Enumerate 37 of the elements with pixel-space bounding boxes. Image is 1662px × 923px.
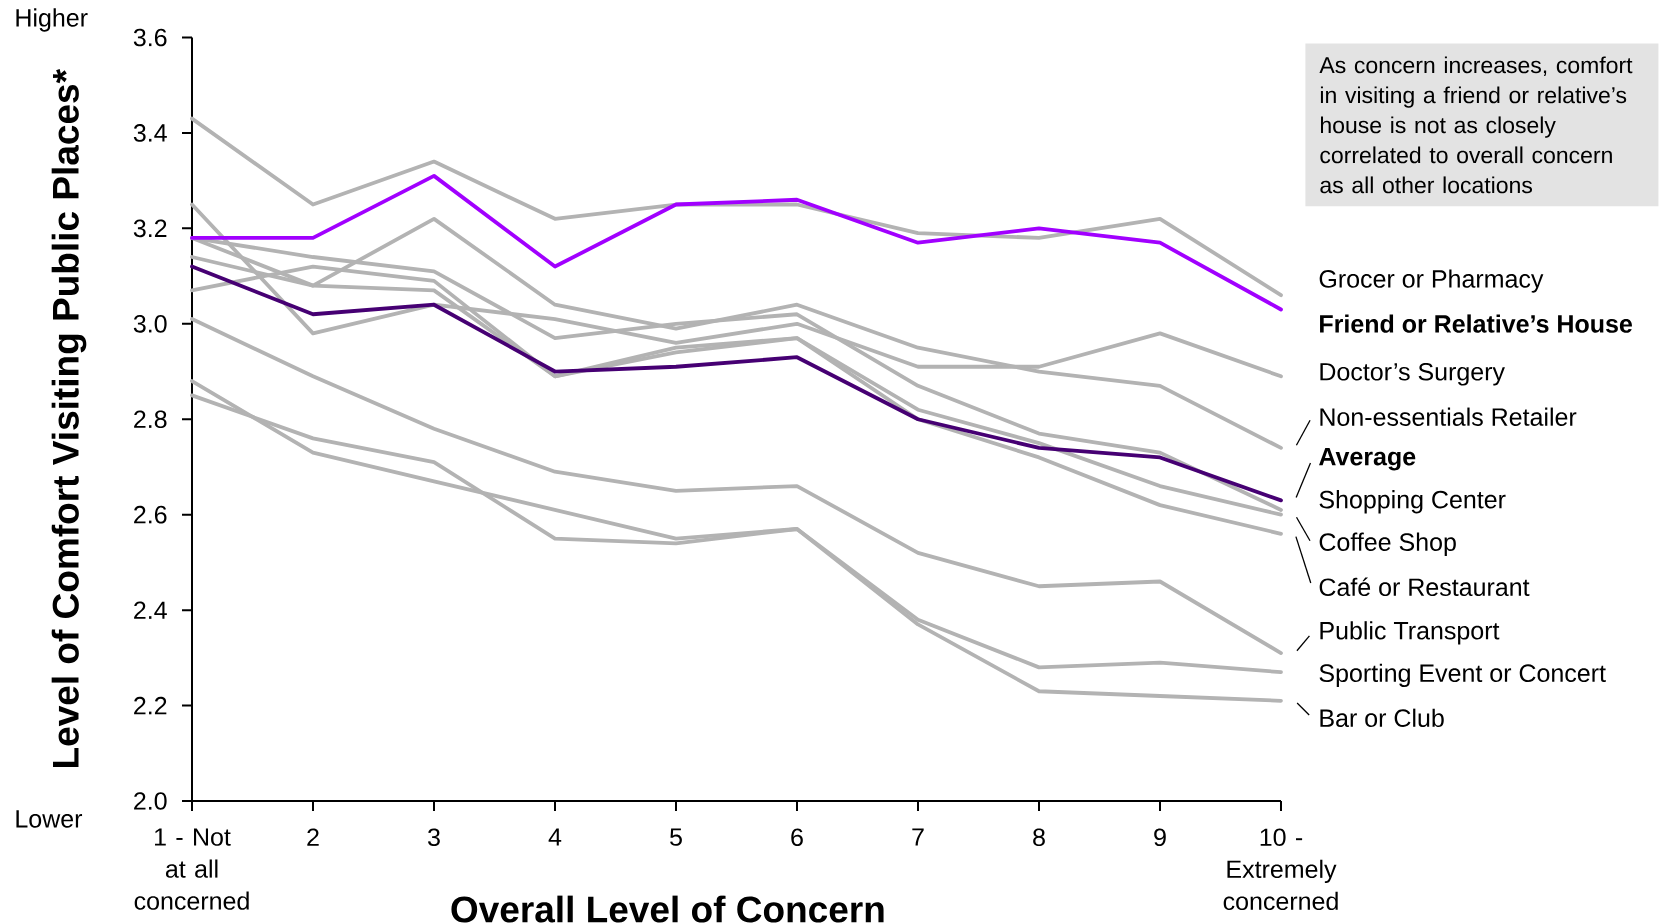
series-label: Grocer or Pharmacy: [1319, 269, 1544, 293]
series-label: Bar or Club: [1320, 708, 1444, 728]
x-tick-label: 10 - Extremely concerned: [1223, 828, 1338, 911]
text: Lower: [16, 810, 83, 828]
x-tick-label: 3: [427, 828, 440, 847]
text: Higher: [16, 8, 88, 32]
x-axis-title: Overall Level of Concern: [451, 895, 884, 923]
series-label: Public Transport: [1320, 621, 1500, 645]
series-label: Non-essentials Retailer: [1320, 407, 1577, 426]
y-tick-label: 3.2: [133, 219, 167, 238]
y-tick-label: 3.4: [133, 124, 167, 142]
x-tick-label: 8: [1033, 828, 1045, 847]
line-series: [190, 173, 1283, 312]
series-label: Doctor’s Surgery: [1320, 362, 1505, 386]
y-tick-label: 3.0: [133, 314, 167, 333]
series-label: Average: [1319, 448, 1416, 471]
y-tick-label: 3.6: [133, 28, 167, 47]
series-label: Sporting Event or Concert: [1319, 663, 1606, 687]
y-tick-label: 2.0: [134, 792, 167, 810]
x-tick-label: 6: [791, 828, 803, 847]
text: As concern increases, comfort in visiting a friend or relative’s house is not as closely correlated to overall concern as all other locations: [1319, 56, 1633, 194]
y-tick-label: 2.4: [134, 601, 167, 619]
x-tick-label: 7: [912, 828, 924, 846]
y-tick-label: 2.2: [134, 696, 167, 715]
x-tick-label: 2: [307, 828, 319, 846]
series-label: Coffee Shop: [1319, 532, 1456, 556]
x-tick-label: 4: [548, 828, 562, 846]
x-tick-label: 1 - Not at all concerned: [134, 828, 249, 910]
x-tick-label: 9: [1154, 828, 1166, 847]
series-label: Friend or Relative’s House: [1320, 314, 1632, 333]
line-series: [190, 317, 1283, 655]
x-tick-label: 5: [670, 828, 682, 846]
y-tick-label: 2.6: [134, 505, 167, 524]
y-axis-title: Level of Comfort Visiting Public Places*: [51, 69, 87, 767]
y-tick-label: 2.8: [134, 410, 167, 429]
text: Café or Restaurant: [1319, 577, 1530, 597]
series-label: Shopping Center: [1319, 490, 1506, 514]
